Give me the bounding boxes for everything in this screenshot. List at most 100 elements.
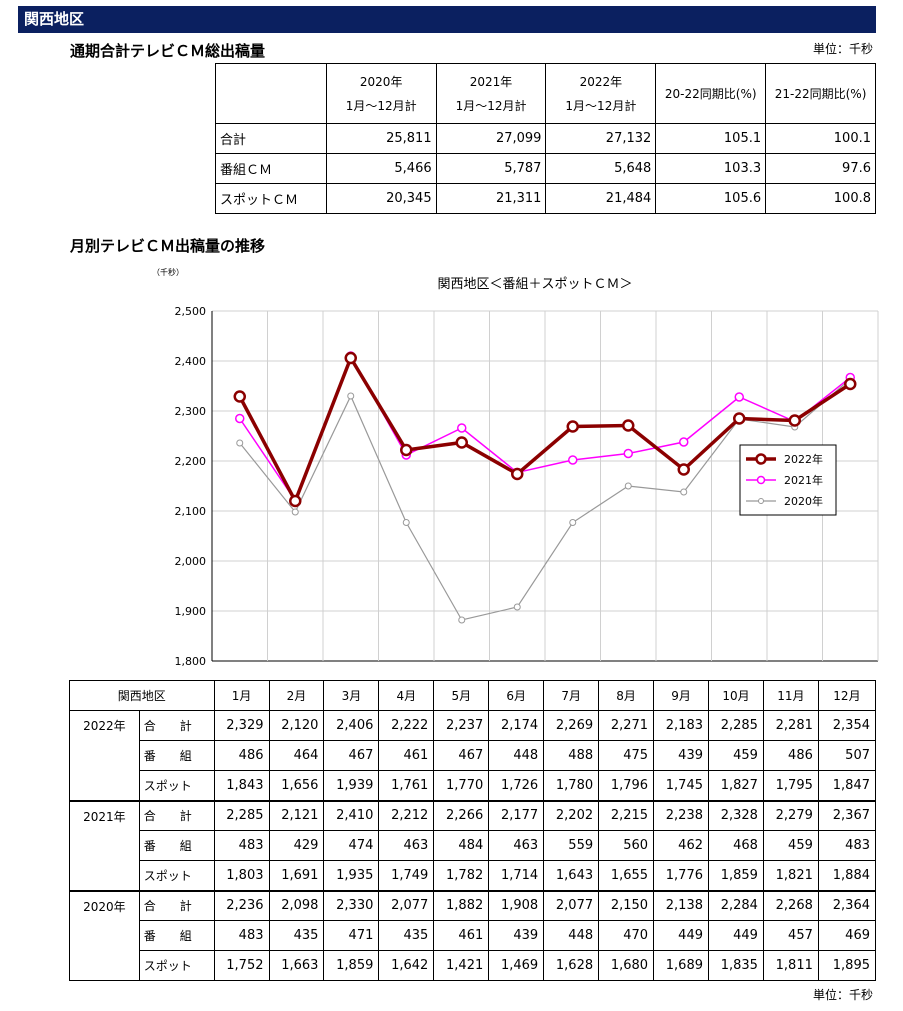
monthly-cell: 2,329 <box>213 710 270 741</box>
monthly-cell: 1,680 <box>598 950 655 981</box>
monthly-cell: 1,752 <box>213 950 270 981</box>
monthly-cell: 2,121 <box>268 799 325 831</box>
row-type-label: 番 組 <box>138 830 215 861</box>
summary-cell: 103.3 <box>655 153 767 184</box>
data-point <box>457 423 467 433</box>
monthly-cell: 1,628 <box>543 950 600 981</box>
monthly-cell: 449 <box>653 920 709 951</box>
data-point <box>624 482 632 490</box>
monthly-cell: 2,238 <box>653 799 709 831</box>
monthly-header-row: 関西地区 1月 2月 3月 4月 5月 6月 7月 8月 9月 10月 11月 12月 <box>69 680 877 711</box>
y-tick-label: 2,200 <box>175 455 207 468</box>
monthly-cell: 1,656 <box>268 770 325 801</box>
data-point <box>289 494 302 508</box>
monthly-cell: 1,745 <box>653 770 709 801</box>
month-header: 1月 <box>213 680 270 711</box>
monthly-cell: 1,859 <box>708 860 764 891</box>
summary-cell: 5,648 <box>545 153 657 184</box>
chart-title: 関西地区＜番組＋スポットＣＭ＞ <box>437 277 632 292</box>
monthly-cell: 469 <box>817 920 877 951</box>
data-point <box>680 488 688 496</box>
data-point <box>455 436 468 449</box>
data-point <box>235 413 245 424</box>
monthly-cell: 2,077 <box>378 889 435 921</box>
summary-table: 2020年 1月～12月計 2021年 1月～12月計 2022年 1月～12月計 2… <box>215 63 876 214</box>
summary-cell: 21,311 <box>435 183 547 214</box>
data-point <box>511 467 524 481</box>
monthly-unit: 単位：千秒 <box>812 988 873 1002</box>
monthly-cell: 486 <box>213 740 270 771</box>
monthly-cell: 2,098 <box>268 889 325 921</box>
monthly-cell: 1,803 <box>213 860 270 891</box>
monthly-cell: 448 <box>488 740 545 771</box>
summary-cell: 5,466 <box>325 153 437 184</box>
monthly-cell: 1,642 <box>378 950 435 981</box>
monthly-cell: 2,268 <box>762 889 819 921</box>
summary-row-label: 合計 <box>215 123 327 154</box>
month-header: 6月 <box>488 680 545 711</box>
monthly-cell: 2,237 <box>433 710 490 741</box>
monthly-cell: 2,138 <box>653 889 709 921</box>
monthly-cell: 488 <box>543 740 600 771</box>
y-tick-label: 2,500 <box>175 305 207 318</box>
monthly-cell: 1,714 <box>488 860 545 891</box>
monthly-cell: 475 <box>598 740 655 771</box>
y-axis-unit: （千秒） <box>152 267 184 277</box>
monthly-cell: 449 <box>708 920 764 951</box>
monthly-cell: 474 <box>323 830 380 861</box>
summary-row: スポットＣＭ 20,345 21,311 21,484 105.6 100.8 <box>215 183 876 214</box>
monthly-cell: 483 <box>213 830 270 861</box>
monthly-cell: 457 <box>762 920 819 951</box>
month-header: 2月 <box>268 680 325 711</box>
monthly-cell: 2,406 <box>323 710 380 741</box>
summary-unit: 単位：千秒 <box>812 42 873 56</box>
row-type-label: 合 計 <box>138 889 215 921</box>
monthly-cell: 1,884 <box>817 860 877 891</box>
monthly-cell: 467 <box>433 740 490 771</box>
data-point <box>236 439 244 447</box>
monthly-cell: 2,212 <box>378 799 435 831</box>
monthly-cell: 448 <box>543 920 600 951</box>
monthly-cell: 2,285 <box>708 710 764 741</box>
monthly-cell: 507 <box>817 740 877 771</box>
row-type-label: スポット <box>138 950 215 981</box>
monthly-cell: 1,749 <box>378 860 435 891</box>
monthly-cell: 559 <box>543 830 600 861</box>
monthly-row: スポット 1,752 1,663 1,859 1,642 1,421 1,469 1,628 1… <box>70 950 877 981</box>
monthly-row: 2020年合 計 2,236 2,098 2,330 2,077 1,882 1,908 2,… <box>69 889 877 981</box>
monthly-cell: 2,410 <box>323 799 380 831</box>
monthly-cell: 2,367 <box>817 799 877 831</box>
monthly-cell: 459 <box>762 830 819 861</box>
month-header: 4月 <box>378 680 435 711</box>
year-label: 2022年 <box>69 710 140 801</box>
monthly-row: 番 組 483 435 471 435 461 439 448 470 449 449 457 469 <box>70 920 877 951</box>
summary-cell: 100.8 <box>765 183 876 214</box>
monthly-cell: 483 <box>817 830 877 861</box>
monthly-cell: 435 <box>378 920 435 951</box>
summary-cell: 20,345 <box>325 183 437 214</box>
data-point <box>568 455 578 465</box>
summary-corner <box>215 63 327 124</box>
data-point <box>844 377 857 391</box>
series-line <box>238 354 852 506</box>
monthly-cell: 1,782 <box>433 860 490 891</box>
year-label: 2021年 <box>69 799 140 891</box>
monthly-cell: 1,859 <box>323 950 380 981</box>
monthly-cell: 2,222 <box>378 710 435 741</box>
monthly-cell: 2,120 <box>268 710 325 741</box>
month-header: 9月 <box>653 680 709 711</box>
data-point <box>458 616 466 624</box>
monthly-cell: 486 <box>762 740 819 771</box>
y-tick-label: 2,000 <box>175 555 207 568</box>
row-type-label: 合 計 <box>138 710 215 741</box>
data-point <box>344 351 357 365</box>
monthly-cell: 2,202 <box>543 799 600 831</box>
monthly-cell: 467 <box>323 740 380 771</box>
data-point <box>733 412 746 425</box>
monthly-cell: 1,663 <box>268 950 325 981</box>
monthly-cell: 1,780 <box>543 770 600 801</box>
data-point <box>291 508 299 516</box>
summary-cell: 97.6 <box>765 153 876 184</box>
summary-row: 合計 25,811 27,099 27,132 105.1 100.1 <box>215 123 876 154</box>
